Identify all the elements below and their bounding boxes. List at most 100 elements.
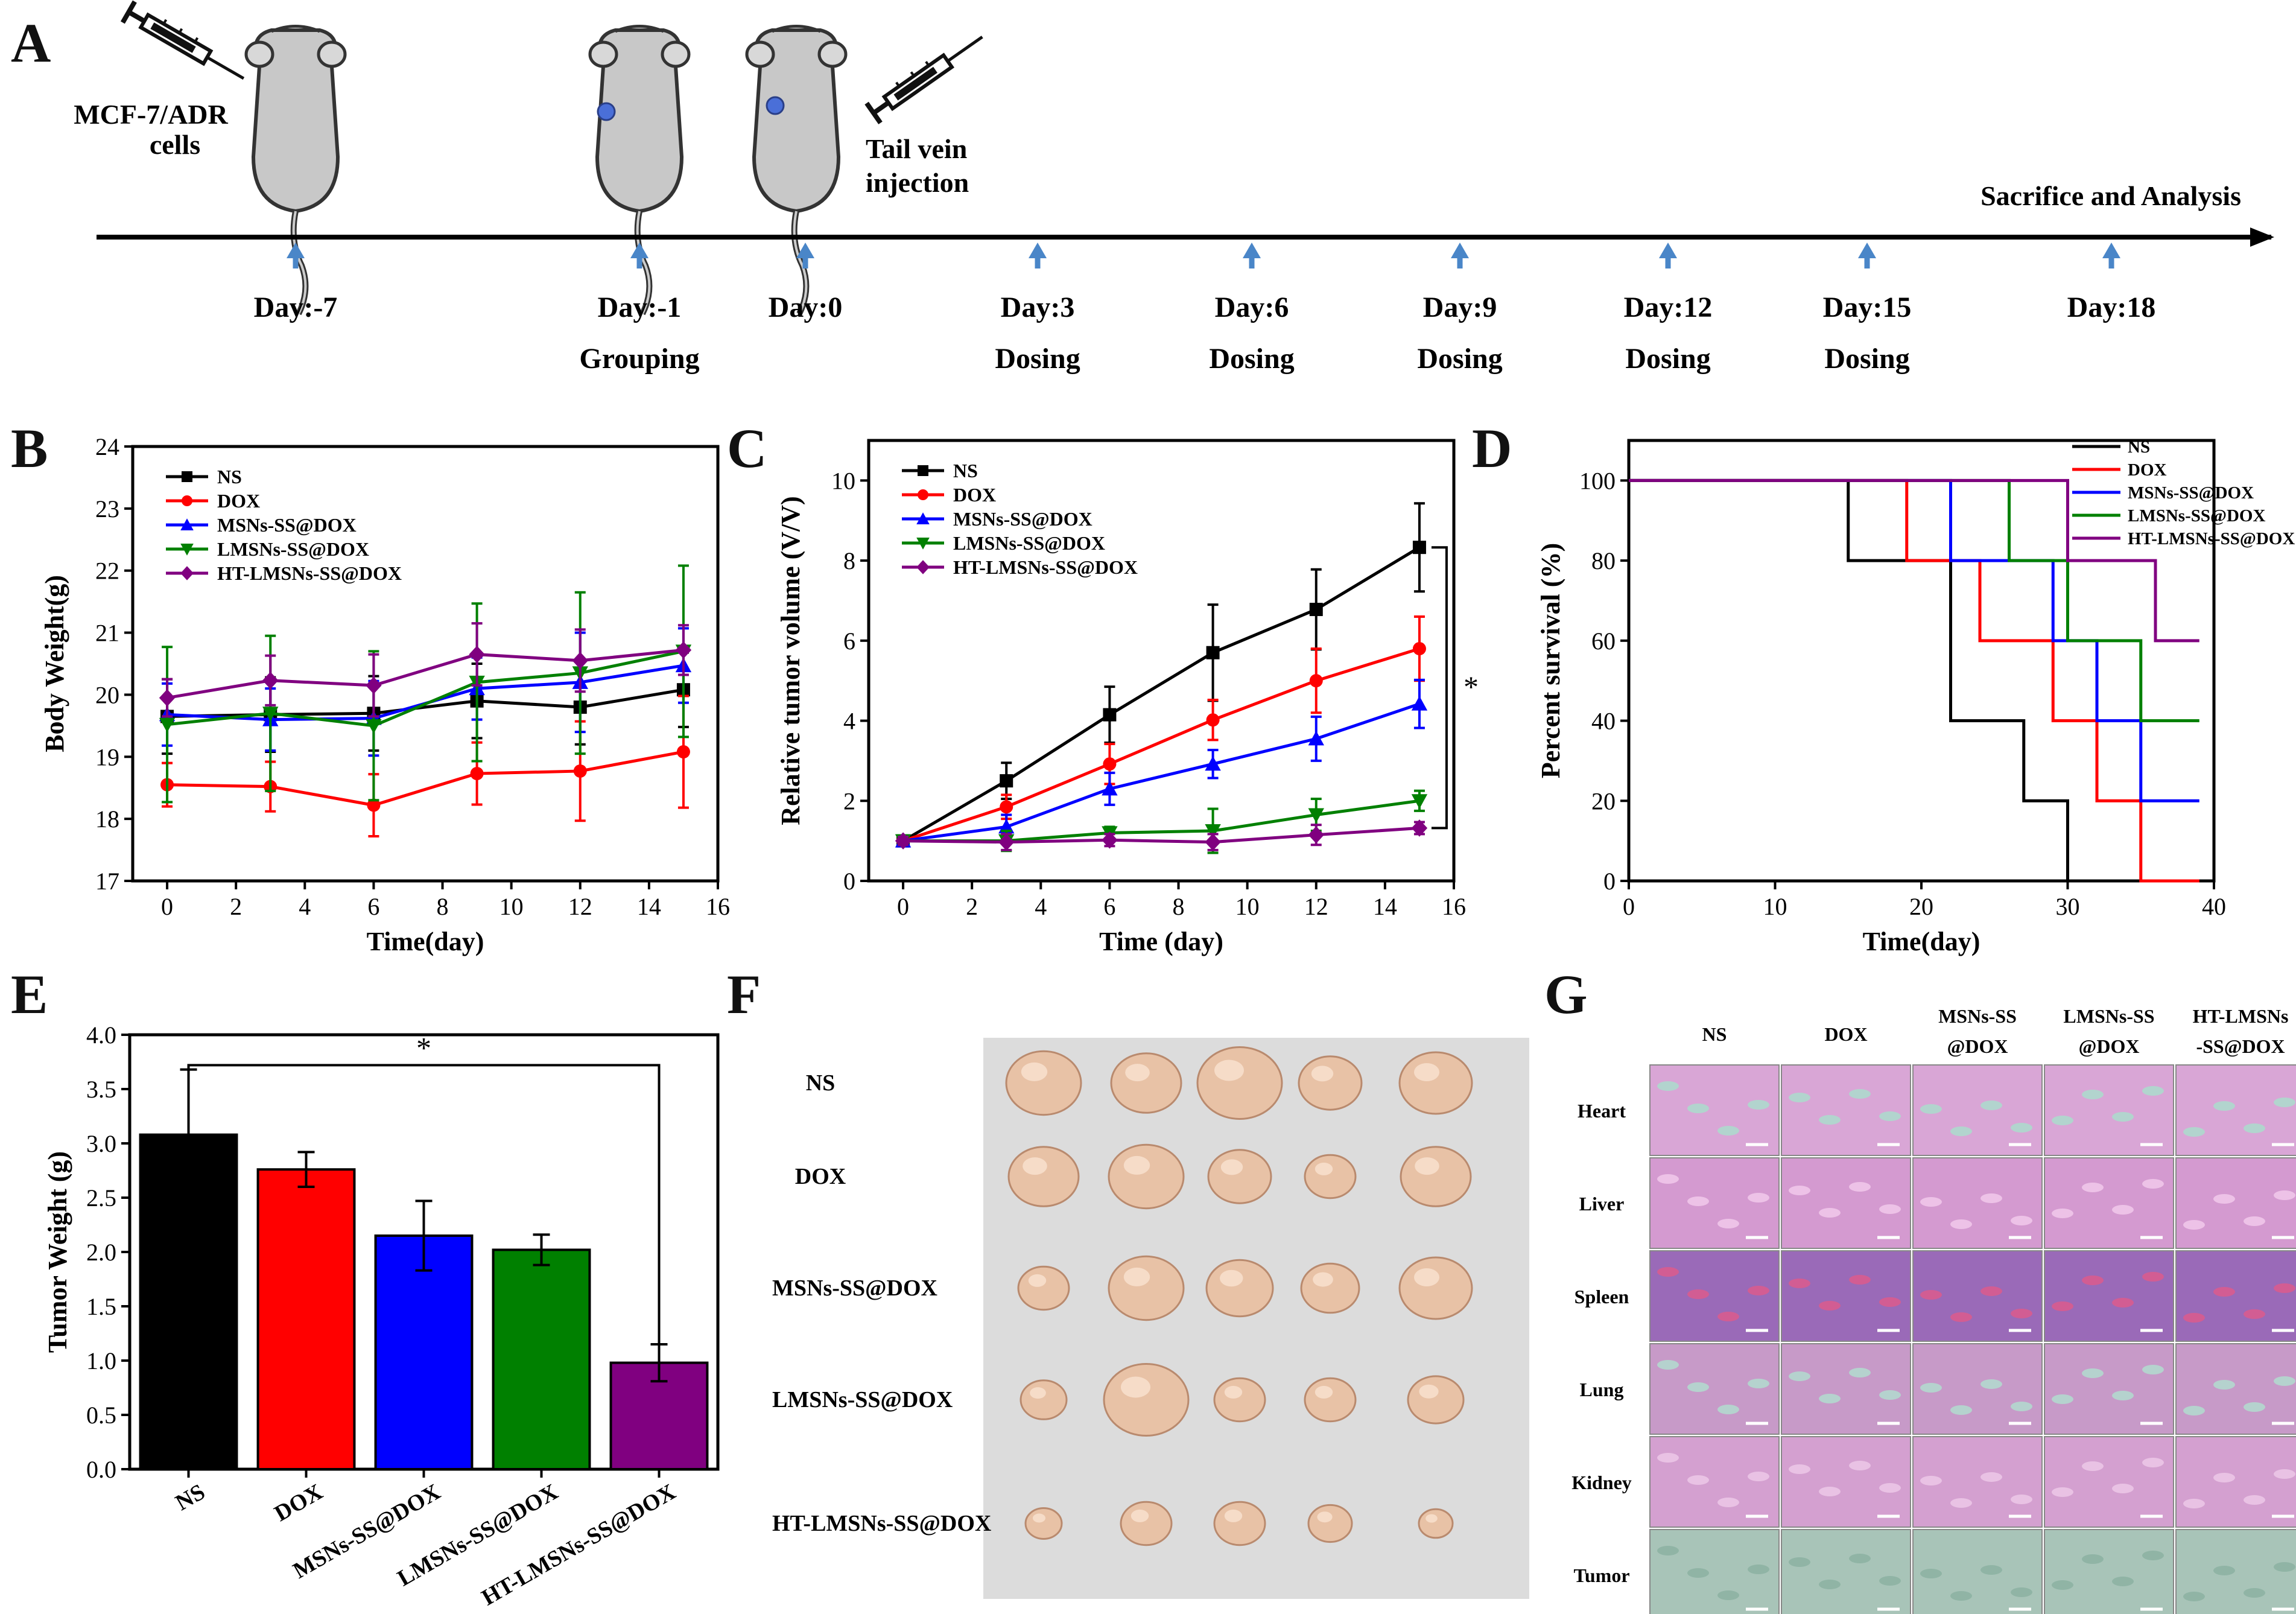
row-label: Liver (1579, 1193, 1625, 1215)
histology-image (1781, 1343, 1911, 1435)
tissue-feature (1950, 1405, 1972, 1415)
tumor-highlight (1033, 1513, 1045, 1523)
legend-label: LMSNs-SS@DOX (2128, 506, 2265, 526)
mouse-icon (246, 27, 345, 314)
tumor-specimen (1300, 1262, 1360, 1314)
tumor-highlight (1419, 1384, 1439, 1399)
y-tick-label: 20 (1591, 787, 1616, 815)
tissue-feature (1657, 1174, 1679, 1184)
histology-image (2044, 1436, 2174, 1528)
timeline-day-label: Day:9 (1423, 291, 1497, 323)
series-MSNs-SS@DOX (159, 627, 692, 757)
y-tick-label: 60 (1591, 627, 1616, 655)
data-point (1309, 603, 1323, 617)
data-point (366, 719, 382, 734)
panel-label-a: A (11, 12, 51, 74)
y-tick-label: 4.0 (86, 1021, 116, 1049)
y-tick-label: 2 (843, 787, 855, 815)
photo-row-label: DOX (795, 1164, 846, 1189)
data-point (180, 544, 194, 556)
bar-LMSNs-SS@DOX (492, 1248, 591, 1470)
tissue-feature (1819, 1394, 1841, 1403)
tissue-feature (2082, 1461, 2104, 1471)
tumor-specimen (1024, 1507, 1063, 1540)
tissue-feature (2183, 1220, 2205, 1230)
tissue-feature (2082, 1183, 2104, 1192)
data-point (1103, 708, 1117, 722)
x-tick-label: 16 (1442, 893, 1466, 920)
histology-panel: NS DOX MSNs-SS @DOX LMSNs-SS @DOX HT-LMSNs -SS@… (1571, 1005, 2296, 1614)
legend-label: DOX (2128, 460, 2167, 480)
x-tick-label: 10 (1235, 893, 1260, 920)
tissue-feature (1819, 1301, 1841, 1311)
tissue-feature (2213, 1194, 2235, 1204)
tissue-feature (1920, 1104, 1942, 1114)
tissue-feature (1980, 1379, 2002, 1389)
syringe-icon (867, 27, 989, 123)
tumor-highlight (1311, 1066, 1334, 1082)
tissue-feature (2011, 1402, 2032, 1411)
tissue-feature (1849, 1275, 1871, 1285)
x-tick-label: 8 (437, 893, 449, 920)
tissue-feature (1717, 1498, 1739, 1507)
histology-image (1649, 1436, 1780, 1528)
tissue-feature (1920, 1569, 1942, 1578)
tumor-highlight (1314, 1162, 1333, 1175)
panel-label-g: G (1544, 964, 1588, 1025)
y-tick-label: 10 (831, 467, 855, 494)
data-point (916, 560, 930, 574)
series-line (903, 799, 1420, 843)
timeline-panel: MCF-7/ADR cells Tail vein injection Sacr… (74, 0, 2274, 375)
tumor-specimen (1020, 1379, 1068, 1420)
tissue-feature (1657, 1546, 1679, 1555)
data-point (1102, 781, 1118, 796)
tissue-feature (1849, 1461, 1871, 1470)
tissue-feature (2112, 1298, 2134, 1307)
survival-chart: 0 10 20 30 40 0 20 40 60 80 100 Time(day) Percent su… (1536, 437, 2295, 956)
tissue-feature (2082, 1090, 2104, 1099)
legend-label: NS (953, 460, 978, 481)
tissue-feature (2052, 1209, 2073, 1218)
tumor-specimen (1120, 1501, 1173, 1546)
tissue-feature (1657, 1453, 1679, 1463)
data-point (262, 707, 279, 722)
data-point (1308, 731, 1324, 746)
x-axis-label: Time(day) (367, 927, 484, 956)
tissue-feature (1687, 1289, 1709, 1299)
tissue-feature (1789, 1093, 1810, 1102)
tissue-feature (1657, 1081, 1679, 1091)
data-point (182, 495, 192, 506)
photo-row-label: NS (806, 1070, 836, 1096)
series-line (902, 546, 1421, 842)
data-point (1205, 756, 1221, 771)
tumor-highlight (1224, 1509, 1243, 1522)
survival-line-DOX (1629, 478, 2199, 883)
tissue-feature (1950, 1591, 1972, 1601)
timeline-arrow-icon (2102, 243, 2120, 258)
y-tick-label: 0.5 (86, 1402, 116, 1429)
y-tick-label: 40 (1591, 708, 1616, 735)
row-label: Kidney (1571, 1472, 1632, 1493)
histology-image (2044, 1529, 2174, 1614)
histology-image (2044, 1064, 2174, 1156)
data-point (918, 465, 928, 476)
legend-label: LMSNs-SS@DOX (953, 532, 1105, 554)
histology-image (1781, 1157, 1911, 1249)
tumor-specimen (1108, 1143, 1185, 1210)
tissue-feature (2183, 1313, 2205, 1323)
histology-image (2175, 1343, 2296, 1435)
legend-label: DOX (217, 490, 260, 512)
x-tick-label: NS (171, 1479, 209, 1516)
column-label: -SS@DOX (2196, 1035, 2285, 1057)
tissue-feature (2183, 1499, 2205, 1508)
timeline-days: Day:-7 Day:-1 Grouping Day:0 Day:3 Dosing Day:… (254, 243, 2155, 375)
x-axis-label: Time(day) (1863, 927, 1980, 956)
tissue-feature (1657, 1267, 1679, 1277)
mouse-icon (590, 27, 689, 314)
tumor-specimen (1213, 1501, 1266, 1546)
legend-label: HT-LMSNs-SS@DOX (2128, 529, 2295, 548)
x-tick-label: 0 (897, 893, 909, 920)
tissue-feature (2142, 1086, 2164, 1096)
data-point (1411, 696, 1428, 711)
tissue-feature (2052, 1116, 2073, 1125)
